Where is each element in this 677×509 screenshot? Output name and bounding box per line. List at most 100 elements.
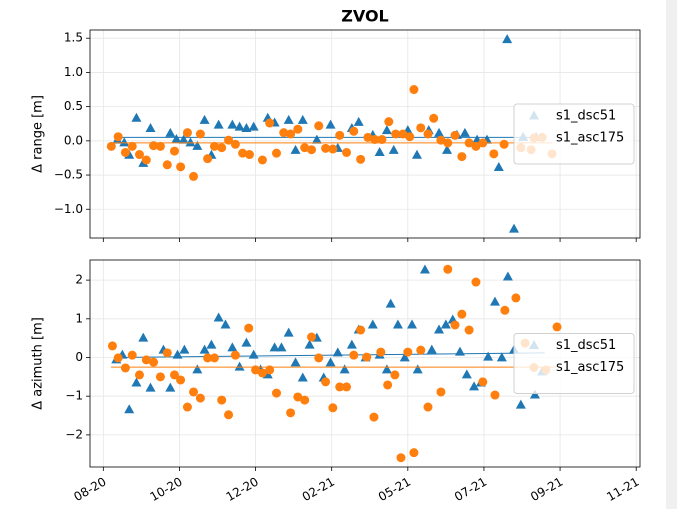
y-tick-label: −1.0 bbox=[54, 202, 83, 216]
data-point bbox=[178, 134, 189, 144]
axes-frame bbox=[89, 29, 641, 239]
data-point bbox=[195, 129, 205, 139]
data-point bbox=[265, 118, 275, 128]
data-point bbox=[328, 144, 338, 154]
data-point bbox=[515, 399, 526, 409]
y-tick-label: 0.5 bbox=[64, 99, 83, 113]
data-point bbox=[206, 339, 217, 349]
data-point bbox=[134, 370, 144, 380]
data-point bbox=[403, 347, 413, 357]
data-point bbox=[499, 139, 509, 149]
data-point bbox=[356, 325, 366, 335]
data-point bbox=[162, 160, 172, 170]
data-point bbox=[199, 114, 210, 124]
data-point bbox=[370, 134, 380, 144]
data-point bbox=[367, 319, 378, 329]
data-point bbox=[381, 125, 392, 135]
data-point bbox=[257, 155, 267, 165]
data-point bbox=[390, 370, 400, 380]
data-point bbox=[342, 147, 352, 157]
data-point bbox=[290, 144, 301, 154]
data-point bbox=[335, 130, 345, 140]
data-point bbox=[342, 382, 352, 392]
data-point bbox=[141, 355, 151, 365]
data-point bbox=[396, 453, 406, 463]
data-point bbox=[509, 223, 520, 233]
data-point bbox=[376, 347, 386, 357]
data-point bbox=[113, 132, 123, 142]
data-point bbox=[369, 412, 379, 422]
data-point bbox=[195, 393, 205, 403]
data-point bbox=[407, 319, 418, 329]
data-point bbox=[165, 382, 176, 392]
data-point bbox=[416, 123, 426, 133]
data-point bbox=[165, 127, 176, 137]
y-tick-label: 1.5 bbox=[64, 31, 83, 45]
data-point bbox=[182, 402, 192, 412]
data-point bbox=[469, 381, 480, 391]
data-point bbox=[185, 137, 196, 147]
data-point bbox=[434, 324, 445, 334]
data-point bbox=[149, 357, 159, 367]
y-tick-label: −2 bbox=[65, 427, 83, 441]
data-point bbox=[392, 319, 403, 329]
data-point bbox=[457, 152, 467, 162]
data-point bbox=[213, 312, 224, 322]
data-point bbox=[234, 361, 245, 371]
data-point bbox=[286, 129, 296, 139]
data-point bbox=[189, 171, 199, 181]
data-point bbox=[328, 403, 338, 413]
data-point bbox=[230, 139, 240, 149]
data-point bbox=[349, 126, 359, 136]
y-tick-label: −1 bbox=[65, 389, 83, 403]
data-point bbox=[244, 323, 254, 333]
data-point bbox=[412, 364, 423, 374]
data-point bbox=[283, 327, 294, 337]
data-point bbox=[471, 277, 481, 287]
data-point bbox=[171, 133, 182, 143]
data-point bbox=[502, 271, 513, 281]
data-point bbox=[300, 395, 310, 405]
data-point bbox=[426, 344, 437, 354]
data-point bbox=[423, 129, 433, 139]
data-point bbox=[272, 388, 282, 398]
data-point bbox=[471, 141, 481, 151]
data-point bbox=[217, 143, 227, 153]
data-point bbox=[241, 123, 252, 133]
data-point bbox=[209, 141, 219, 151]
y-tick-label: −0.5 bbox=[54, 168, 83, 182]
data-point bbox=[227, 342, 238, 352]
data-point bbox=[339, 364, 350, 374]
data-point bbox=[227, 119, 238, 129]
data-point bbox=[385, 298, 396, 308]
y-axis-label: Δ range [m] bbox=[31, 95, 46, 173]
data-point bbox=[209, 353, 219, 363]
data-point bbox=[179, 344, 190, 354]
data-point bbox=[189, 387, 199, 397]
data-point bbox=[383, 380, 393, 390]
data-point bbox=[213, 119, 224, 129]
data-point bbox=[423, 402, 433, 412]
data-point bbox=[440, 319, 451, 329]
plot-area bbox=[107, 264, 562, 463]
data-point bbox=[155, 141, 165, 151]
data-point bbox=[169, 146, 179, 156]
data-point bbox=[145, 382, 156, 392]
y-tick-label: 1.0 bbox=[64, 65, 83, 79]
data-point bbox=[106, 141, 116, 151]
data-point bbox=[155, 372, 165, 382]
data-point bbox=[490, 390, 500, 400]
data-point bbox=[307, 145, 317, 155]
data-point bbox=[119, 137, 130, 147]
data-point bbox=[169, 370, 179, 380]
data-point bbox=[332, 347, 343, 357]
data-point bbox=[384, 117, 394, 127]
data-point bbox=[436, 387, 446, 397]
data-point bbox=[107, 341, 117, 351]
data-point bbox=[399, 352, 410, 362]
data-point bbox=[457, 309, 467, 319]
data-point bbox=[311, 134, 322, 144]
data-point bbox=[450, 320, 460, 330]
data-point bbox=[127, 350, 137, 360]
